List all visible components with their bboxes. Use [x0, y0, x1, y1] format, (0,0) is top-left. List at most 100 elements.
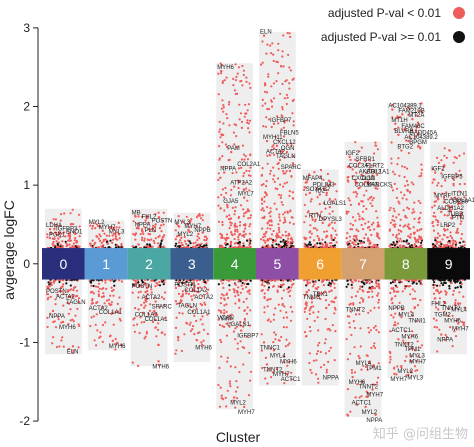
cluster-2-point — [140, 285, 143, 288]
cluster-8-point — [389, 228, 392, 231]
cluster-0-point — [76, 307, 79, 310]
cluster-6-point — [303, 221, 306, 224]
cluster-4-gene-point — [223, 312, 226, 315]
cluster-7-point — [350, 228, 354, 231]
cluster-2-point — [132, 324, 135, 327]
cluster-2-point — [144, 335, 147, 338]
cluster-8-point — [395, 240, 399, 243]
cluster-4-point — [245, 297, 248, 300]
gene-label: OGN — [362, 176, 376, 182]
cluster-8-point — [416, 121, 420, 124]
cluster-7-point — [376, 148, 379, 151]
cluster-1-point — [115, 342, 118, 345]
cluster-7-point — [348, 235, 351, 238]
cluster-1-point — [114, 348, 117, 351]
cluster-7-point — [346, 176, 349, 179]
cluster-9-point — [444, 281, 447, 285]
gene-label: MYH6 — [195, 345, 212, 351]
cluster-9-point — [460, 213, 463, 216]
cluster-8-point — [389, 291, 392, 295]
cluster-8-point — [389, 358, 392, 361]
cluster-4-point — [237, 179, 240, 182]
cluster-2-point — [158, 306, 161, 309]
cluster-9-point — [431, 168, 434, 171]
cluster-5-point — [289, 240, 292, 244]
cluster-3-point — [185, 288, 188, 292]
cluster-4-point — [228, 124, 231, 127]
cluster-0-point — [72, 320, 75, 323]
cluster-8-point — [420, 238, 423, 241]
cluster-4-point — [245, 335, 248, 338]
cluster-0-point — [53, 227, 56, 230]
cluster-9-point — [456, 318, 459, 321]
cluster-5-point — [272, 178, 275, 181]
cluster-8-point — [420, 168, 423, 171]
gene-label: ACTC1 — [352, 400, 372, 406]
cluster-3-point — [175, 279, 178, 282]
cluster-1-point — [109, 303, 112, 306]
cluster-3-point — [203, 285, 206, 288]
cluster-5-point — [281, 108, 284, 111]
cluster-7-label: 7 — [359, 256, 367, 272]
cluster-5-point — [286, 96, 289, 99]
cluster-5-point — [261, 227, 264, 230]
cluster-7-point — [355, 236, 358, 239]
cluster-5-point — [279, 240, 282, 243]
cluster-3-gene-point — [180, 236, 183, 240]
cluster-2-point — [143, 306, 146, 309]
gene-label: POSTN — [46, 289, 67, 295]
cluster-5-point — [278, 231, 281, 234]
cluster-7-gene-point — [361, 380, 364, 383]
cluster-9-point — [455, 231, 458, 234]
cluster-0-point — [52, 279, 55, 283]
cluster-1-point — [120, 242, 123, 246]
gene-label: MYL2 — [397, 369, 413, 375]
cluster-4-point — [243, 172, 246, 175]
cluster-8-band — [384, 248, 428, 280]
cluster-7-point — [367, 392, 370, 395]
gene-label: PAM — [227, 146, 240, 152]
cluster-3-point — [181, 281, 184, 284]
cluster-1-gene-point — [101, 305, 105, 309]
cluster-0-point — [69, 284, 72, 287]
cluster-5-point — [290, 175, 293, 178]
cluster-4-point — [224, 143, 227, 146]
cluster-9-point — [432, 229, 436, 232]
cluster-5-point — [277, 303, 280, 306]
cluster-8-gene-point — [393, 372, 396, 376]
cluster-5-point — [266, 382, 269, 385]
cluster-3-point — [205, 239, 208, 242]
cluster-3-point — [195, 279, 198, 282]
gene-label: FLRT2 — [366, 163, 385, 169]
cluster-4-point — [221, 282, 224, 285]
cluster-3-point — [189, 219, 192, 223]
cluster-1-point — [114, 233, 117, 236]
cluster-8-point — [419, 211, 422, 214]
cluster-7-point — [368, 286, 371, 289]
cluster-4-point — [249, 119, 252, 122]
cluster-7-point — [372, 221, 375, 224]
cluster-5-point — [279, 279, 283, 282]
gene-label: COL3A1 — [349, 163, 373, 169]
cluster-2-point — [159, 244, 162, 247]
cluster-9-gene-point — [447, 314, 450, 317]
cluster-8-point — [405, 374, 408, 377]
cluster-4-point — [229, 224, 232, 227]
cluster-6-point — [308, 281, 312, 284]
cluster-1-gene-point — [91, 224, 95, 228]
cluster-4-point — [249, 279, 252, 282]
cluster-7-point — [352, 320, 355, 323]
cluster-9-point — [456, 227, 459, 230]
cluster-3-point — [189, 242, 192, 245]
cluster-4-point — [248, 292, 251, 295]
gene-label: MYH7 — [99, 225, 116, 231]
cluster-4-point — [217, 172, 220, 175]
cluster-5-point — [285, 338, 288, 341]
cluster-5-point — [286, 31, 289, 35]
cluster-2-point — [153, 241, 156, 245]
cluster-4-point — [236, 72, 239, 75]
cluster-1-point — [97, 246, 100, 249]
gene-label: MYH6 — [109, 344, 126, 350]
cluster-0-point — [65, 242, 68, 245]
cluster-9-point — [449, 231, 452, 234]
